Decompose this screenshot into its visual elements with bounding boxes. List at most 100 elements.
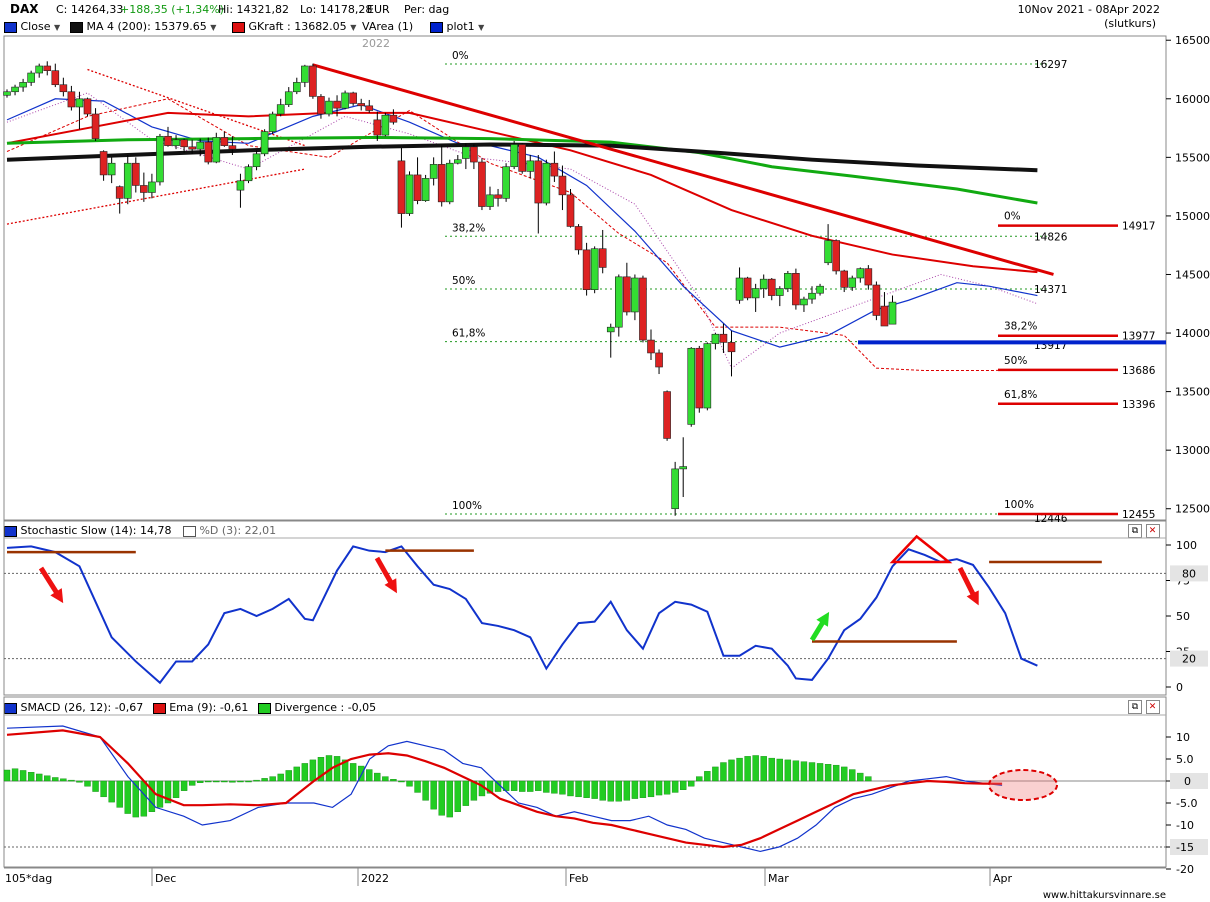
candle-body — [663, 391, 671, 439]
candle-body — [349, 92, 357, 104]
candle-body — [75, 98, 84, 108]
divergence-bar — [615, 780, 622, 802]
divergence-bar — [277, 773, 284, 782]
legend-varea[interactable]: VArea (1) — [362, 20, 413, 33]
divergence-bar — [269, 776, 276, 782]
macd-tick-label: -5.0 — [1176, 797, 1197, 810]
divergence-bar — [519, 780, 526, 792]
candle-body — [566, 194, 575, 227]
candle-body — [180, 139, 188, 148]
candle-body — [598, 248, 607, 268]
divergence-bar — [132, 780, 140, 818]
divergence-bar — [11, 768, 19, 782]
candle-body — [711, 333, 720, 344]
divergence-bar — [688, 780, 695, 787]
fib-price-label: 12446 — [1034, 513, 1068, 525]
candle-body — [453, 159, 462, 164]
dropdown-arrow-icon[interactable]: ▼ — [350, 23, 357, 32]
divergence-bar — [768, 757, 775, 782]
candle-body — [743, 277, 752, 299]
macd-level-tag — [1170, 839, 1208, 855]
macd-level-label: -15 — [1176, 841, 1194, 854]
y-tick-label: 13500 — [1175, 386, 1210, 399]
candle-body — [260, 131, 269, 155]
candle-body — [679, 466, 688, 470]
divergence-bar — [44, 775, 51, 782]
candle-body — [470, 146, 478, 163]
divergence-bar — [736, 757, 743, 782]
fib2-level-label: 38,2% — [1004, 321, 1037, 333]
dropdown-arrow-icon[interactable]: ▼ — [53, 23, 61, 32]
legend-gkraft[interactable]: GKraft : 13682.05 ▼ — [232, 20, 356, 33]
candle-body — [631, 277, 639, 313]
legend-plot1[interactable]: plot1 ▼ — [430, 20, 484, 33]
candle-body — [478, 161, 486, 207]
fib-level-label: 61,8% — [452, 328, 485, 340]
candle-body — [284, 91, 293, 105]
divergence-bar — [374, 772, 381, 782]
candle-body — [309, 65, 317, 97]
divergence-bar — [285, 770, 292, 782]
candle-body — [43, 65, 52, 71]
y-tick-label: 16000 — [1175, 93, 1210, 106]
candle-body — [687, 347, 696, 425]
candle-body — [276, 104, 285, 115]
divergence-bar — [188, 780, 196, 786]
low-value: Lo: 14178,28 — [300, 3, 373, 16]
divergence-bar — [776, 758, 783, 782]
divergence-bar — [631, 780, 639, 799]
candle-body — [172, 139, 180, 146]
divergence-bar — [205, 780, 212, 783]
close-value: C: 14264,33 — [56, 3, 124, 16]
candle-body — [727, 342, 736, 353]
legend-close[interactable]: Close ▼ — [4, 20, 60, 33]
candle-body — [413, 174, 422, 201]
divergence-bar — [124, 780, 131, 814]
divergence-bar — [245, 780, 252, 783]
candle-body — [767, 278, 776, 296]
candle-body — [759, 278, 768, 289]
candle-body — [107, 162, 116, 176]
divergence-bar — [623, 780, 631, 801]
timeframe-label: 105*dag — [5, 872, 53, 885]
fib-level-label: 0% — [452, 50, 469, 62]
fib2-price-label: 13686 — [1122, 365, 1156, 377]
candle-body — [808, 292, 816, 300]
macd-tick-label: -10 — [1176, 819, 1194, 832]
divergence-bar — [3, 769, 11, 782]
highlight-ellipse — [988, 769, 1058, 801]
close-icon[interactable]: ✕ — [1145, 700, 1160, 714]
divergence-bar — [358, 765, 365, 782]
divergence-bar — [84, 780, 91, 787]
dropdown-arrow-icon[interactable]: ▼ — [478, 23, 485, 32]
down-arrow-head — [966, 590, 979, 606]
divergence-bar — [164, 780, 172, 804]
macd-legend: SMACD (26, 12): -0,67 Ema (9): -0,61 Div… — [4, 701, 376, 714]
divergence-bar — [752, 755, 759, 782]
divergence-bar — [430, 780, 437, 810]
candle-body — [824, 240, 832, 264]
divergence-bar — [849, 769, 856, 782]
candle-body — [397, 160, 406, 214]
legend-swatch — [257, 702, 271, 714]
divergence-bar — [663, 780, 671, 795]
divergence-bar — [366, 769, 373, 782]
varea-line — [6, 92, 1038, 369]
candle-body — [19, 82, 27, 88]
macd-tick-label: 10 — [1176, 731, 1190, 744]
divergence-bar — [213, 780, 220, 783]
stoch-panel-frame — [3, 520, 1167, 696]
legend-ma[interactable]: MA 4 (200): 15379.65 ▼ — [70, 20, 216, 33]
restore-icon[interactable]: ⧉ — [1128, 700, 1142, 714]
divergence-bar — [172, 780, 180, 798]
dropdown-arrow-icon[interactable]: ▼ — [210, 23, 217, 32]
divergence-bar — [261, 778, 268, 782]
candle-body — [59, 84, 68, 93]
candle-body — [872, 284, 881, 316]
legend-swatch — [70, 21, 83, 33]
divergence-bar — [728, 759, 735, 782]
candle-body — [389, 114, 398, 123]
divergence-bar — [27, 772, 35, 782]
fib2-level-label: 61,8% — [1004, 389, 1037, 401]
